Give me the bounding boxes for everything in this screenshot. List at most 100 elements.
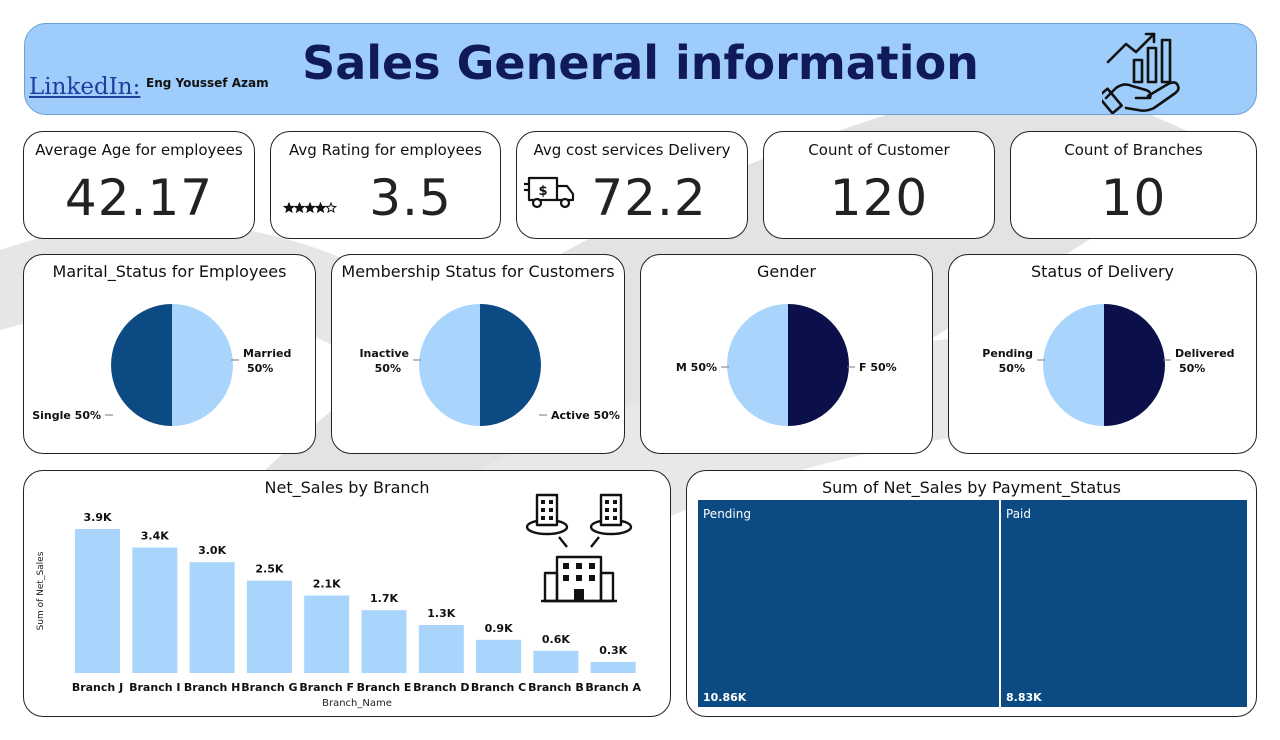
- pie-label: Married: [243, 347, 291, 360]
- pie-label: Pending: [982, 347, 1033, 360]
- bar-data-label: 1.7K: [370, 592, 398, 605]
- kpi-value: 120: [829, 169, 929, 227]
- pie-slice-single[interactable]: [111, 304, 172, 426]
- bar-branch-c[interactable]: [476, 639, 522, 673]
- bar-category-label: Branch F: [299, 681, 354, 694]
- pie-slice-delivered[interactable]: [1104, 304, 1165, 426]
- rating-star: [283, 202, 296, 214]
- kpi-value: 10: [1100, 169, 1167, 227]
- linkedin-link[interactable]: LinkedIn:: [29, 74, 141, 100]
- header-banner: LinkedIn: Eng Youssef Azam Sales General…: [24, 23, 1257, 115]
- pie-percent-label: 50%: [1179, 362, 1205, 375]
- chart-title: Sum of Net_Sales by Payment_Status: [822, 478, 1121, 497]
- pie-slice-pending[interactable]: [1043, 304, 1104, 426]
- treemap-card-payment-status: Sum of Net_Sales by Payment_Status Pendi…: [686, 470, 1257, 717]
- bar-data-label: 0.3K: [599, 644, 627, 657]
- pie-chart-gender: F 50% M 50%: [676, 304, 897, 426]
- pie-label: Inactive: [359, 347, 409, 360]
- pie-label: Delivered: [1175, 347, 1235, 360]
- rating-star: [303, 202, 317, 214]
- kpi-label: Count of Customer: [808, 141, 950, 159]
- pie-slice-inactive[interactable]: [419, 304, 480, 426]
- kpi-value: 72.2: [591, 169, 707, 227]
- pie-percent-label: 50%: [247, 362, 273, 375]
- bar-data-label: 3.4K: [141, 530, 169, 543]
- kpi-card-count-customer: Count of Customer 120: [763, 131, 995, 239]
- bar-card-net-sales-by-branch: Net_Sales by Branch 3.9K Branch J 3.4K Bran…: [23, 470, 671, 717]
- bar-data-label: 0.6K: [542, 633, 570, 646]
- kpi-value: 42.17: [64, 169, 214, 227]
- bar-data-label: 3.0K: [198, 544, 226, 557]
- kpi-label: Avg cost services Delivery: [533, 141, 731, 159]
- bar-branch-j[interactable]: [75, 529, 120, 673]
- bar-category-label: Branch C: [471, 681, 526, 694]
- bar-category-label: Branch I: [129, 681, 180, 694]
- bar-category-label: Branch H: [184, 681, 240, 694]
- kpi-label: Average Age for employees: [35, 141, 243, 159]
- kpi-value: 3.5: [369, 169, 452, 227]
- treemap-tile-value: 8.83K: [1006, 691, 1042, 704]
- pie-label: Single 50%: [32, 409, 101, 422]
- bar-branch-d[interactable]: [418, 625, 464, 673]
- pie-card-delivery-status: Status of Delivery Delivered 50% Pending 50…: [948, 254, 1257, 454]
- chart-title: Status of Delivery: [1031, 262, 1174, 281]
- bar-category-label: Branch G: [241, 681, 297, 694]
- pie-label: Active 50%: [551, 409, 620, 422]
- pie-slice-f[interactable]: [788, 304, 849, 426]
- bar-branch-a[interactable]: [590, 661, 636, 673]
- bar-data-label: 2.1K: [313, 578, 341, 591]
- svg-text:$: $: [538, 184, 547, 199]
- bar-category-label: Branch E: [357, 681, 412, 694]
- bar-category-label: Branch D: [413, 681, 469, 694]
- pie-label: M 50%: [676, 361, 717, 374]
- rating-star: [314, 202, 327, 214]
- bar-branch-e[interactable]: [361, 610, 407, 673]
- stars-icon: [283, 202, 337, 214]
- rating-star: [324, 202, 337, 214]
- kpi-card-avg-delivery-cost: Avg cost services Delivery $ 72.2: [516, 131, 748, 239]
- pie-card-membership-status: Membership Status for Customers Active 5…: [331, 254, 625, 454]
- pie-slice-active[interactable]: [480, 304, 541, 426]
- bar-data-label: 1.3K: [427, 607, 455, 620]
- bar-branch-h[interactable]: [189, 562, 235, 673]
- pie-slice-m[interactable]: [727, 304, 788, 426]
- chart-title: Marital_Status for Employees: [52, 262, 287, 281]
- treemap-net-sales-payment: Pending 10.86K Paid 8.83K: [698, 500, 1247, 707]
- bar-data-label: 3.9K: [83, 511, 111, 524]
- treemap-tile-value: 10.86K: [703, 691, 747, 704]
- bar-chart-net-sales: 3.9K Branch J 3.4K Branch I 3.0K Branch H 2.5K…: [36, 511, 642, 709]
- pie-chart-marital-status: Married 50% Single 50%: [32, 304, 291, 426]
- bar-data-label: 2.5K: [255, 563, 283, 576]
- bar-branch-b[interactable]: [533, 650, 579, 673]
- sales-growth-icon: [1102, 32, 1180, 114]
- pie-slice-married[interactable]: [172, 304, 233, 426]
- page-title: Sales General information: [302, 36, 979, 90]
- bar-category-label: Branch B: [528, 681, 584, 694]
- kpi-card-avg-age: Average Age for employees 42.17: [23, 131, 255, 239]
- pie-percent-label: 50%: [375, 362, 401, 375]
- pie-chart-membership-status: Active 50% Inactive 50%: [359, 304, 620, 426]
- pie-card-marital-status: Marital_Status for Employees Married 50% S…: [23, 254, 316, 454]
- author-name: Eng Youssef Azam: [146, 76, 269, 90]
- treemap-tile-pending[interactable]: [698, 500, 999, 707]
- y-axis-label: Sum of Net_Sales: [36, 551, 46, 630]
- chart-title: Gender: [757, 262, 816, 281]
- kpi-card-avg-rating: Avg Rating for employees 3.5: [270, 131, 501, 239]
- pie-percent-label: 50%: [999, 362, 1025, 375]
- bar-branch-g[interactable]: [246, 580, 292, 673]
- bar-data-label: 0.9K: [485, 622, 513, 635]
- treemap-tile-label: Paid: [1006, 507, 1031, 521]
- chart-title: Membership Status for Customers: [341, 262, 615, 281]
- bar-branch-i[interactable]: [132, 547, 178, 674]
- bar-category-label: Branch A: [585, 681, 641, 694]
- pie-label: F 50%: [859, 361, 897, 374]
- rating-star: [293, 202, 306, 214]
- kpi-label: Avg Rating for employees: [289, 141, 482, 159]
- treemap-tile-paid[interactable]: [1001, 500, 1247, 707]
- pie-card-gender: Gender F 50% M 50%: [640, 254, 933, 454]
- bar-branch-f[interactable]: [304, 595, 350, 674]
- kpi-label: Count of Branches: [1064, 141, 1203, 159]
- bar-category-label: Branch J: [72, 681, 123, 694]
- x-axis-label: Branch_Name: [322, 698, 392, 709]
- pie-chart-delivery-status: Delivered 50% Pending 50%: [982, 304, 1235, 426]
